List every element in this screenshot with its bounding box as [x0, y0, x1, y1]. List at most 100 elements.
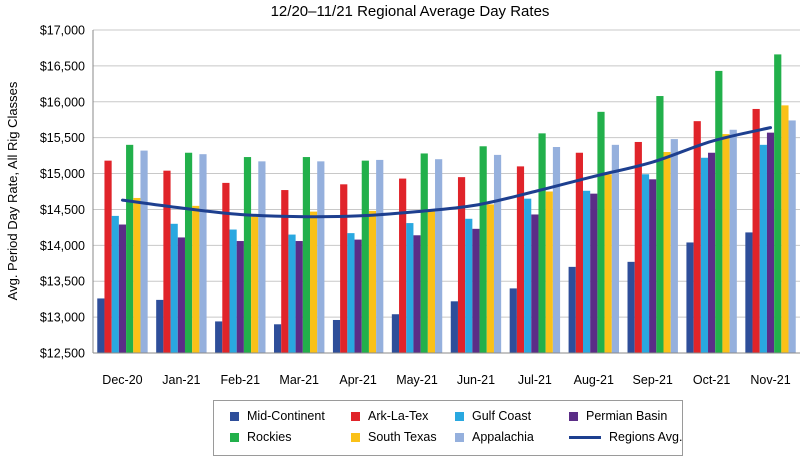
legend-label: Rockies [247, 430, 292, 444]
bar-south-texas [663, 152, 671, 353]
bar-mid-continent [274, 324, 282, 353]
legend-label: Permian Basin [586, 409, 668, 423]
bar-south-texas [368, 210, 377, 353]
bar-permian-basin [118, 224, 127, 353]
legend-label: South Texas [368, 430, 437, 444]
bar-gulf-coast [288, 234, 296, 353]
bar-mid-continent [745, 232, 753, 353]
bar-south-texas [486, 204, 494, 353]
bar-south-texas [781, 105, 789, 354]
bar-gulf-coast [524, 198, 532, 353]
bar-south-texas [545, 191, 553, 353]
bar-mid-continent [332, 319, 341, 353]
bar-south-texas [192, 205, 200, 353]
legend-item-south-texas: South Texas [351, 430, 437, 444]
bar-gulf-coast [406, 223, 414, 353]
bar-south-texas [310, 211, 318, 353]
bar-ark-la-tex [693, 121, 701, 353]
y-tick-label: $13,000 [40, 311, 85, 325]
bar-permian-basin [354, 239, 362, 353]
bar-gulf-coast [465, 218, 473, 353]
bar-ark-la-tex [516, 166, 525, 353]
bar-mid-continent [97, 298, 105, 353]
bar-ark-la-tex [752, 108, 760, 354]
legend-swatch [351, 411, 360, 421]
y-tick-label: $14,000 [40, 239, 85, 253]
bar-permian-basin [708, 152, 716, 353]
bar-appalachia [435, 159, 443, 353]
legend-item-appalachia: Appalachia [455, 430, 534, 444]
bar-rockies [656, 96, 664, 353]
bar-south-texas [251, 216, 259, 353]
legend-item-ark-la-tex: Ark-La-Tex [351, 409, 428, 423]
y-tick-label: $12,500 [40, 347, 85, 361]
bar-south-texas [722, 134, 730, 353]
bar-ark-la-tex [281, 190, 289, 353]
bar-mid-continent [156, 299, 164, 353]
legend-swatch [230, 432, 239, 442]
bar-mid-continent [391, 314, 400, 353]
x-tick-label: Jul-21 [518, 373, 552, 387]
bar-permian-basin [590, 193, 598, 353]
bar-gulf-coast [170, 223, 178, 353]
bar-appalachia [317, 161, 325, 353]
bar-rockies [715, 70, 723, 353]
legend-label: Regions Avg. [609, 430, 683, 444]
bar-gulf-coast [641, 174, 650, 353]
legend-line-marker [569, 435, 601, 439]
bar-south-texas [604, 174, 612, 353]
bar-gulf-coast [229, 229, 237, 353]
bar-appalachia [376, 159, 384, 353]
bar-mid-continent [627, 261, 635, 353]
bar-appalachia [140, 150, 148, 353]
bar-rockies [126, 144, 134, 353]
regions-avg-line-layer [120, 126, 773, 219]
y-tick-label: $14,500 [40, 203, 85, 217]
legend-swatch [455, 411, 464, 421]
bar-rockies [361, 160, 369, 353]
bar-rockies [302, 157, 311, 353]
x-tick-label: Feb-21 [220, 373, 260, 387]
bar-ark-la-tex [575, 152, 583, 353]
bar-rockies [538, 133, 546, 353]
legend-item-regions-avg: Regions Avg. [569, 430, 682, 444]
x-tick-label: Sep-21 [633, 373, 673, 387]
x-tick-label: Oct-21 [693, 373, 731, 387]
bar-permian-basin [531, 214, 539, 353]
bar-permian-basin [766, 132, 775, 353]
legend-item-permian-basin: Permian Basin [569, 409, 667, 423]
legend-swatch [569, 411, 578, 421]
bar-appalachia [611, 144, 619, 353]
y-tick-label: $13,500 [40, 275, 85, 289]
chart-title: 12/20–11/21 Regional Average Day Rates [271, 3, 550, 20]
bar-gulf-coast [582, 190, 591, 353]
y-tick-label: $16,000 [40, 95, 85, 109]
legend-label: Ark-La-Tex [368, 409, 429, 423]
bar-south-texas [133, 197, 141, 353]
axes: $12,500 $13,000 $13,500 $14,000 $14,500 $15,0… [40, 24, 800, 387]
bar-appalachia [258, 161, 266, 353]
bar-appalachia [729, 129, 737, 353]
bar-ark-la-tex [457, 177, 466, 353]
bar-mid-continent [686, 242, 694, 353]
legend-label: Appalachia [472, 430, 534, 444]
x-tick-label: Nov-21 [750, 373, 790, 387]
x-tick-label: Apr-21 [339, 373, 377, 387]
bar-ark-la-tex [222, 182, 230, 353]
bar-permian-basin [295, 241, 303, 353]
x-tick-label: Mar-21 [279, 373, 319, 387]
x-tick-label: Jan-21 [162, 373, 200, 387]
bar-gulf-coast [111, 215, 119, 353]
legend: Mid-Continent Ark-La-Tex Gulf Coast Permian… [213, 400, 683, 456]
legend-item-gulf-coast: Gulf Coast [455, 409, 531, 423]
bar-mid-continent [509, 288, 517, 353]
bar-rockies [597, 111, 605, 353]
legend-label: Mid-Continent [247, 409, 325, 423]
bar-permian-basin [472, 228, 480, 353]
bar-appalachia [552, 147, 561, 353]
x-tick-label: Dec-20 [102, 373, 142, 387]
bar-permian-basin [177, 237, 185, 353]
y-tick-label: $16,500 [40, 59, 85, 73]
bar-ark-la-tex [163, 170, 171, 353]
